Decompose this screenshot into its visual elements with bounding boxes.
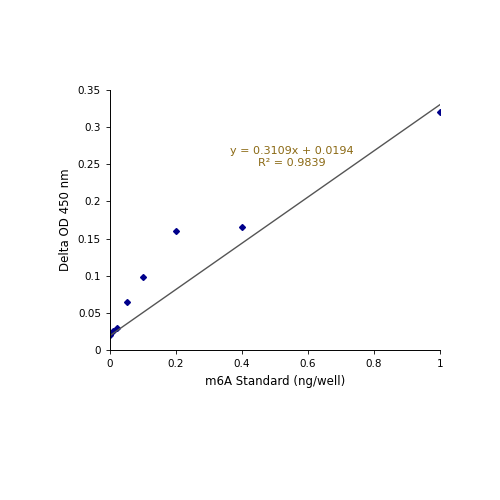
- Text: y = 0.3109x + 0.0194
R² = 0.9839: y = 0.3109x + 0.0194 R² = 0.9839: [230, 146, 354, 168]
- X-axis label: m6A Standard (ng/well): m6A Standard (ng/well): [205, 374, 345, 388]
- Y-axis label: Delta OD 450 nm: Delta OD 450 nm: [60, 168, 72, 272]
